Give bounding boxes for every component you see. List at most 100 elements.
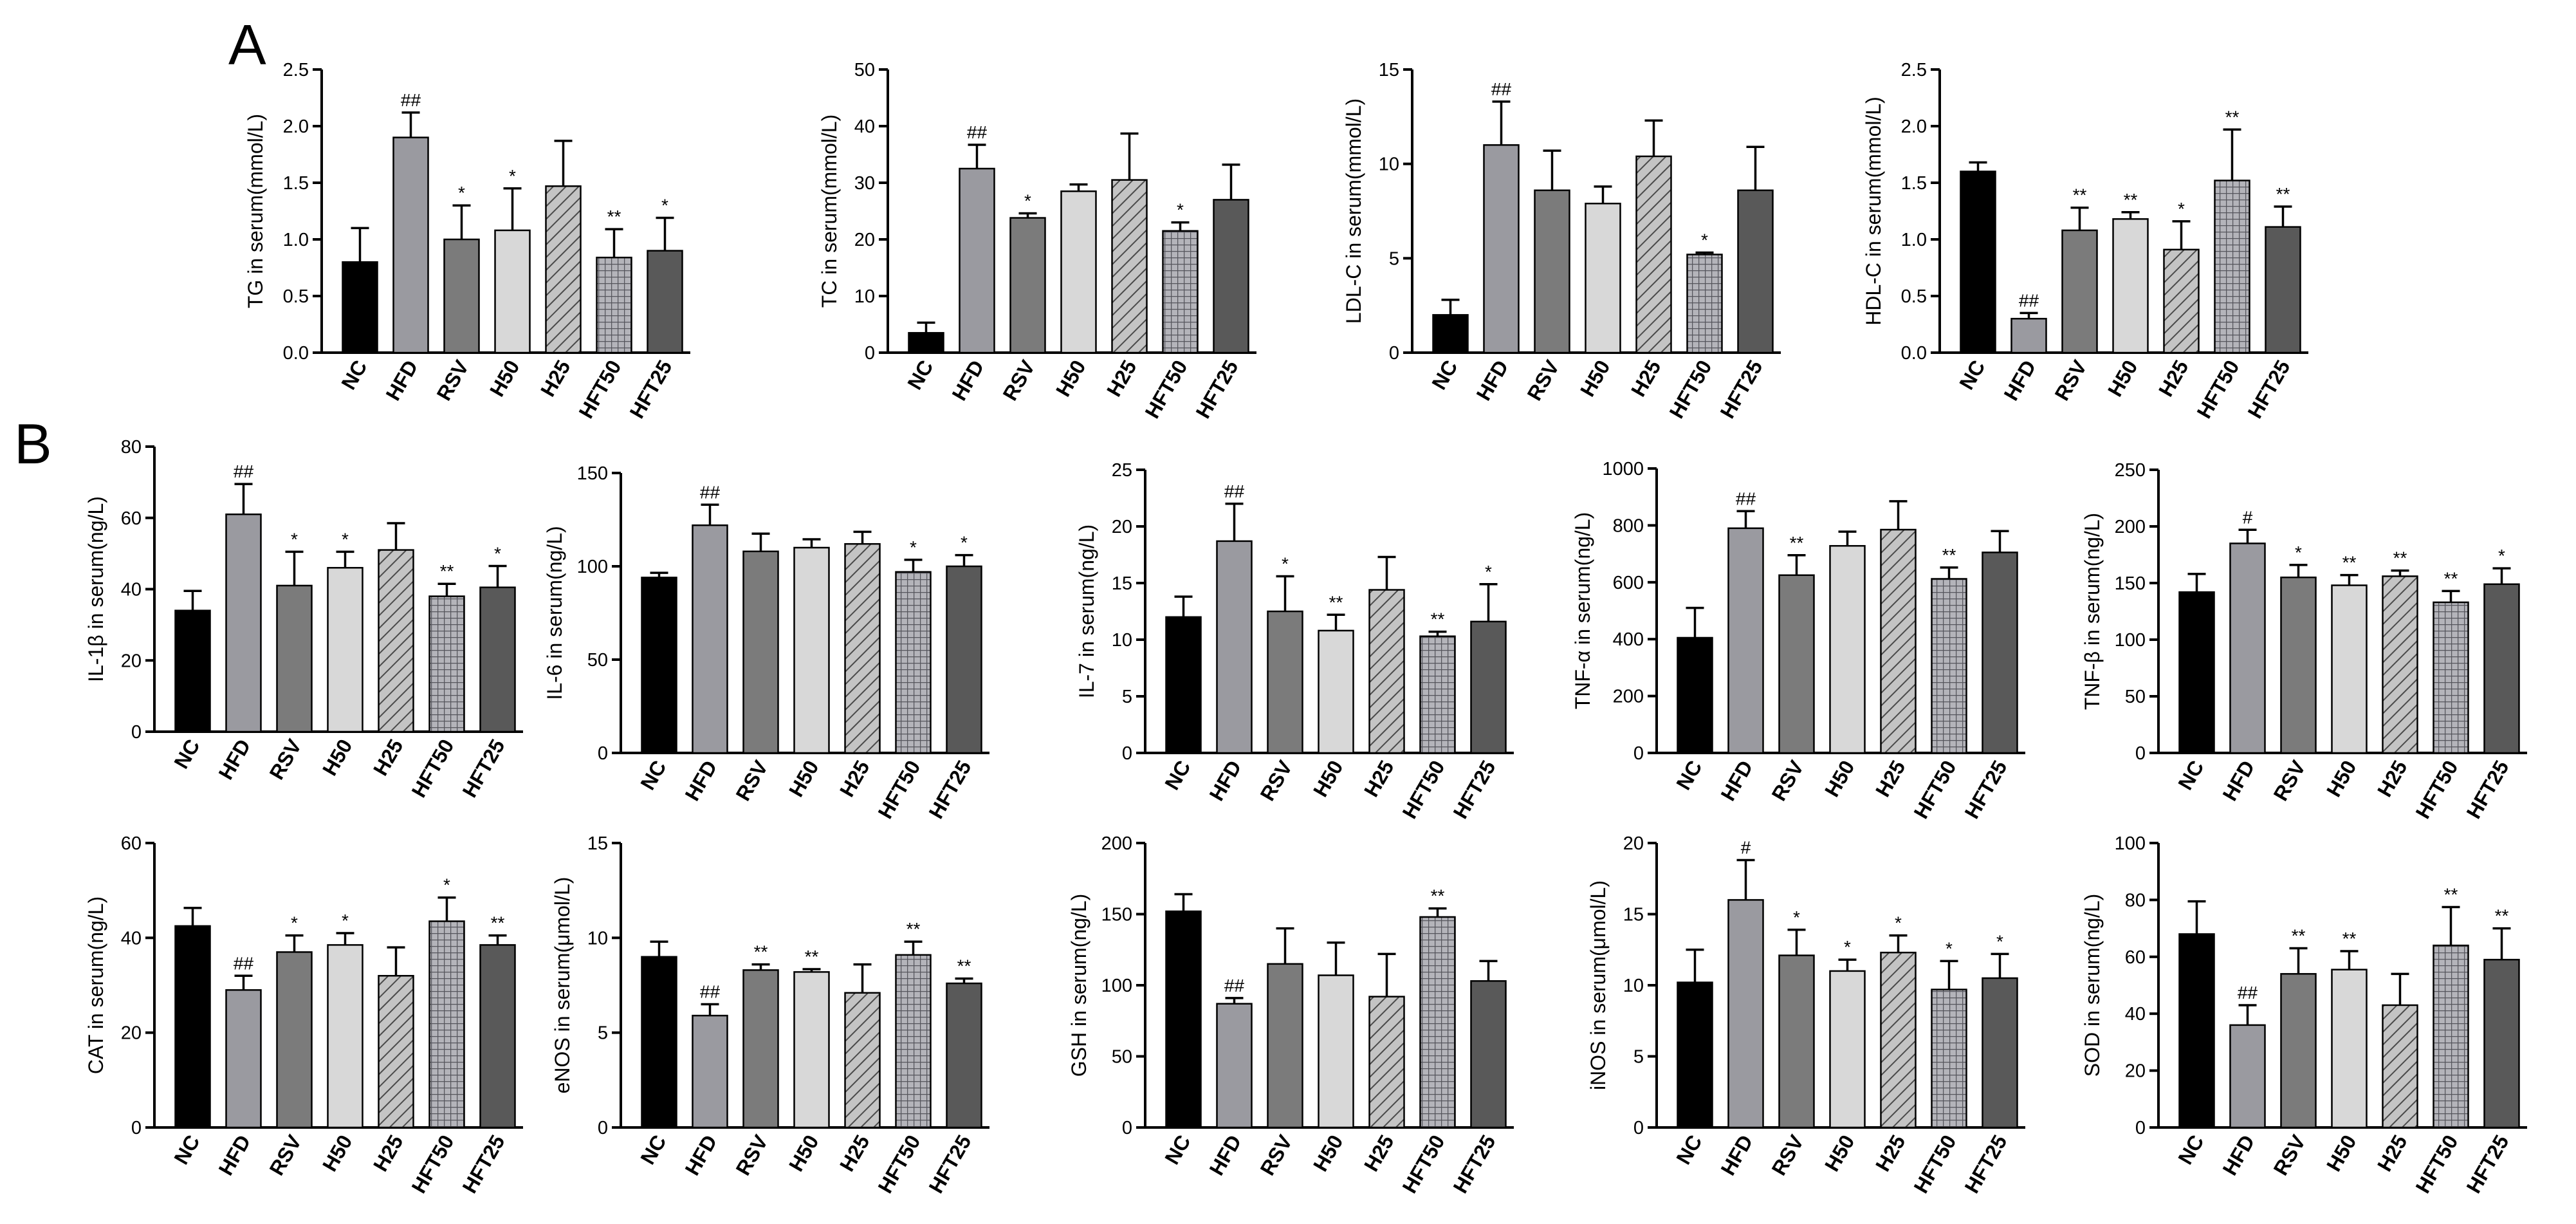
bar-h50 bbox=[1318, 974, 1354, 1129]
y-tick-label: 20 bbox=[121, 651, 142, 671]
y-tick-label: 20 bbox=[1623, 833, 1644, 854]
bar-rsv bbox=[2280, 576, 2317, 754]
y-tick-label: 250 bbox=[2115, 460, 2146, 481]
charts-group: 0.0 0.5 1.0 1.5 2.0 2.5 TG in serum(mmol/L) NC #… bbox=[84, 60, 2527, 1197]
x-category-label: H50 bbox=[1576, 357, 1615, 401]
y-tick-label: 5 bbox=[598, 1023, 608, 1044]
x-category-label: HFT25 bbox=[924, 1131, 975, 1198]
x-category-label: NC bbox=[636, 757, 670, 794]
bar-nc bbox=[1677, 981, 1713, 1129]
bar-rsv bbox=[1534, 189, 1570, 354]
y-axis-title: IL-7 in serum(ng/L) bbox=[1075, 524, 1098, 698]
x-category-label: HFT50 bbox=[2411, 1131, 2462, 1198]
x-category-label: HFD bbox=[2218, 1131, 2259, 1180]
bar-hft50 bbox=[1419, 916, 1456, 1129]
bar-hfd bbox=[1216, 1003, 1253, 1129]
y-tick-label: 25 bbox=[1112, 460, 1132, 481]
x-category-label: RSV bbox=[264, 735, 306, 784]
significance-mark-hft50: ** bbox=[1431, 886, 1445, 906]
x-category-label: H50 bbox=[1309, 757, 1348, 801]
significance-mark-hfd: ## bbox=[1224, 481, 1245, 501]
bar-nc bbox=[1677, 636, 1713, 754]
x-category-label: HFT25 bbox=[2461, 757, 2513, 823]
y-tick-label: 80 bbox=[121, 437, 142, 458]
bar-hfd bbox=[2010, 317, 2047, 354]
bar-h50 bbox=[1318, 629, 1354, 754]
y-tick-label: 0 bbox=[2135, 743, 2146, 764]
significance-mark-hft50: ** bbox=[440, 561, 454, 581]
bar-h50 bbox=[2331, 969, 2368, 1129]
bar-nc bbox=[1960, 171, 1996, 354]
y-tick-label: 60 bbox=[121, 833, 142, 854]
y-tick-label: 5 bbox=[1122, 687, 1132, 707]
x-category-label: H25 bbox=[835, 757, 874, 801]
significance-mark-hfd: # bbox=[1741, 838, 1751, 858]
y-tick-label: 20 bbox=[2125, 1061, 2146, 1082]
y-tick-label: 80 bbox=[2125, 890, 2146, 911]
chart-8: 0 200 400 600 800 1000 TNF-α in serum(ng/L) NC #… bbox=[1571, 459, 2025, 822]
x-category-label: H25 bbox=[1626, 357, 1666, 401]
significance-mark-h50: ** bbox=[805, 947, 819, 967]
y-tick-label: 40 bbox=[854, 116, 875, 137]
x-category-label: RSV bbox=[2268, 756, 2310, 805]
x-category-label: HFT50 bbox=[1909, 1131, 1960, 1198]
x-category-label: H25 bbox=[2373, 757, 2412, 801]
x-category-label: HFT50 bbox=[873, 757, 925, 823]
x-category-label: HFT25 bbox=[1715, 357, 1767, 423]
bar-hft50 bbox=[1931, 988, 1967, 1129]
bar-hft50 bbox=[2214, 180, 2250, 354]
y-axis-title: LDL-C in serum(mmol/L) bbox=[1342, 98, 1365, 324]
x-category-label: H50 bbox=[1820, 1131, 1859, 1176]
significance-mark-hft25: ** bbox=[491, 913, 505, 933]
significance-mark-hft50: ** bbox=[607, 207, 621, 227]
y-tick-label: 100 bbox=[1101, 976, 1132, 996]
chart-13: 0 5 10 15 20 iNOS in serum(μmol/L) NC # HFD * RSV *… bbox=[1587, 833, 2025, 1197]
significance-mark-hft50: ** bbox=[2444, 884, 2458, 904]
x-category-label: H50 bbox=[784, 757, 823, 801]
y-tick-label: 40 bbox=[2125, 1004, 2146, 1025]
bar-h50 bbox=[494, 229, 531, 354]
bar-hft25 bbox=[2483, 958, 2520, 1129]
significance-mark-hft50: ** bbox=[906, 919, 921, 939]
x-category-label: HFT25 bbox=[457, 736, 509, 802]
significance-mark-rsv: * bbox=[1024, 191, 1031, 211]
significance-mark-hft50: * bbox=[443, 875, 450, 895]
y-tick-label: 100 bbox=[2115, 630, 2146, 651]
y-tick-label: 1.0 bbox=[1901, 230, 1927, 250]
bar-h50 bbox=[1829, 970, 1866, 1129]
bar-hft25 bbox=[946, 565, 982, 754]
bar-hft50 bbox=[895, 571, 932, 754]
y-axis-title: HDL-C in serum(mmol/L) bbox=[1862, 97, 1885, 326]
x-category-label: H25 bbox=[835, 1131, 874, 1176]
y-tick-label: 0 bbox=[1633, 1118, 1644, 1138]
y-axis-title: TG in serum(mmol/L) bbox=[244, 114, 267, 308]
bar-hfd bbox=[2229, 1024, 2266, 1129]
bar-h25 bbox=[1880, 951, 1917, 1129]
y-tick-label: 800 bbox=[1613, 515, 1644, 536]
significance-mark-hfd: ## bbox=[234, 461, 254, 481]
bar-hft25 bbox=[479, 586, 516, 733]
significance-mark-hft50: ** bbox=[2225, 107, 2240, 127]
y-tick-label: 15 bbox=[1379, 60, 1399, 80]
significance-mark-hft50: ** bbox=[1942, 545, 1956, 565]
significance-mark-hft25: * bbox=[961, 533, 968, 553]
chart-4: 0.0 0.5 1.0 1.5 2.0 2.5 HDL-C in serum(mmol/L)… bbox=[1862, 60, 2308, 422]
significance-mark-rsv: * bbox=[291, 529, 298, 549]
y-tick-label: 150 bbox=[577, 463, 608, 484]
significance-mark-h50: ** bbox=[2342, 553, 2357, 573]
significance-mark-rsv: ** bbox=[1790, 533, 1804, 553]
bar-hft25 bbox=[647, 250, 683, 354]
chart-6: 0 50 100 150 IL-6 in serum(ng/L) NC ## HFD RSV H5… bbox=[543, 463, 989, 822]
x-category-label: NC bbox=[903, 357, 937, 394]
y-tick-label: 150 bbox=[2115, 573, 2146, 594]
bar-nc bbox=[2178, 933, 2215, 1129]
y-tick-label: 10 bbox=[1379, 154, 1399, 175]
significance-mark-hfd: ## bbox=[700, 981, 721, 1001]
significance-mark-hfd: ## bbox=[967, 122, 988, 142]
x-category-label: HFT50 bbox=[2192, 357, 2243, 423]
y-axis-title: IL-1β in serum(ng/L) bbox=[84, 496, 107, 682]
bar-h50 bbox=[327, 944, 363, 1129]
y-tick-label: 150 bbox=[1101, 905, 1132, 925]
x-category-label: H25 bbox=[2154, 357, 2193, 401]
